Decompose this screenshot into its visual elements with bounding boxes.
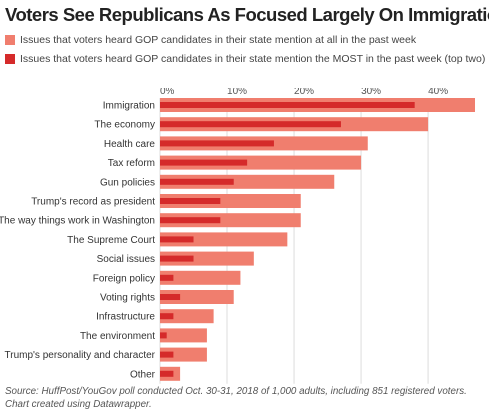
legend-swatch-light: [5, 34, 15, 45]
bar-mention-most: [160, 140, 274, 147]
legend-item-mention-most: Issues that voters heard GOP candidates …: [5, 49, 485, 68]
bar-mention-most: [160, 159, 248, 166]
bar-mention-most: [160, 102, 415, 108]
bar-mention-at-all: [160, 309, 214, 324]
bar-mention-most: [160, 178, 234, 185]
bar-mention-most: [160, 332, 167, 339]
bar-mention-most: [160, 121, 341, 128]
category-label: Immigration: [103, 101, 155, 112]
category-label: Foreign policy: [93, 273, 155, 284]
source-note: Source: HuffPost/YouGov poll conducted O…: [5, 386, 467, 410]
tick-label: 30%: [361, 88, 381, 97]
legend-label-mention-at-all: Issues that voters heard GOP candidates …: [20, 33, 417, 46]
legend-item-mention-at-all: Issues that voters heard GOP candidates …: [5, 30, 485, 49]
bar-mention-at-all: [160, 213, 301, 228]
bar-mention-most: [160, 351, 174, 358]
bar-mention-most: [160, 370, 174, 377]
bar-mention-at-all: [160, 232, 288, 247]
bar-mention-at-all: [160, 290, 234, 304]
category-label: Social issues: [97, 254, 155, 265]
category-label: Gun policies: [100, 177, 155, 188]
bar-mention-most: [160, 217, 221, 224]
chart-title: Voters See Republicans As Focused Largel…: [5, 4, 489, 25]
legend-swatch-dark: [5, 53, 15, 64]
tick-label: 40%: [428, 88, 448, 97]
bar-mention-at-all: [160, 155, 362, 170]
category-label: The economy: [94, 120, 155, 131]
bar-mention-most: [160, 294, 181, 300]
legend: Issues that voters heard GOP candidates …: [5, 30, 485, 68]
bar-chart: 0% 10% 20% 30% 40% Immigration The economy Heal…: [0, 88, 475, 384]
tick-label: 0%: [160, 88, 175, 97]
bar-mention-at-all: [160, 194, 301, 208]
bar-mention-most: [160, 274, 174, 281]
category-label: Trump's record as president: [31, 197, 155, 208]
category-label: Tax reform: [108, 158, 155, 169]
bar-mention-at-all: [160, 251, 254, 266]
bar-mention-at-all: [160, 270, 241, 285]
bar-mention-most: [160, 198, 221, 204]
legend-label-mention-most: Issues that voters heard GOP candidates …: [20, 52, 486, 65]
bar-mention-at-all: [160, 174, 335, 189]
tick-label: 20%: [294, 88, 314, 97]
category-label: Health care: [104, 139, 156, 150]
bar-mention-at-all: [160, 347, 207, 362]
category-label: Other: [130, 369, 156, 380]
bar-mention-most: [160, 313, 174, 320]
category-label: Voting rights: [100, 293, 155, 304]
category-label: The environment: [80, 331, 155, 342]
bar-mention-most: [160, 236, 194, 243]
category-label: Trump's personality and character: [5, 350, 156, 361]
category-label: The Supreme Court: [67, 235, 155, 246]
category-label: Infrastructure: [96, 312, 155, 323]
category-label: The way things work in Washington: [0, 216, 155, 227]
bar-mention-most: [160, 255, 194, 262]
tick-label: 10%: [227, 88, 247, 97]
bar-mention-at-all: [160, 328, 207, 343]
